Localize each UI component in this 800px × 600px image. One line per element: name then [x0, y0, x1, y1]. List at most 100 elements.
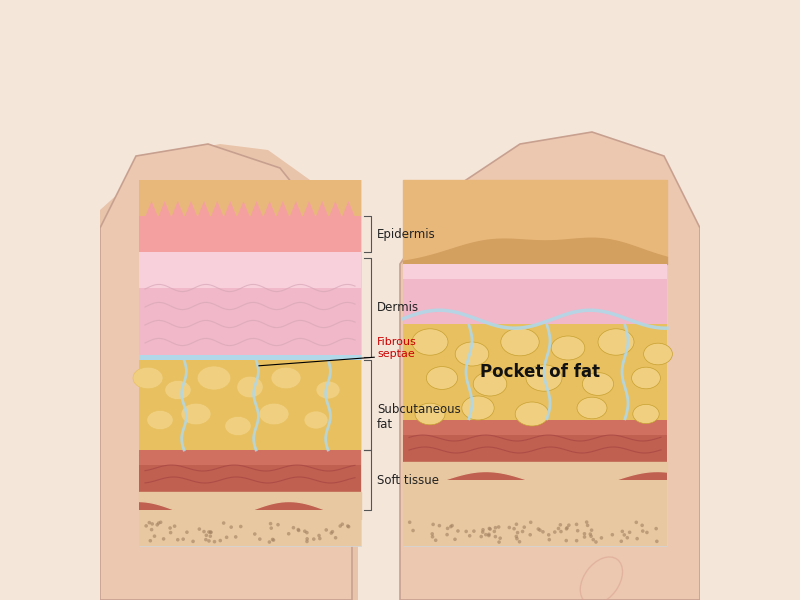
Text: Subcutaneous
fat: Subcutaneous fat — [378, 403, 461, 431]
Text: Dermis: Dermis — [378, 301, 419, 314]
Ellipse shape — [526, 365, 562, 391]
Circle shape — [268, 540, 271, 544]
Polygon shape — [400, 132, 700, 600]
Ellipse shape — [237, 376, 263, 398]
Circle shape — [153, 535, 156, 538]
Ellipse shape — [501, 328, 539, 356]
Circle shape — [538, 529, 542, 532]
Circle shape — [553, 530, 557, 534]
Circle shape — [516, 531, 519, 535]
Circle shape — [162, 537, 166, 541]
Circle shape — [582, 535, 586, 539]
Circle shape — [479, 535, 483, 538]
Circle shape — [225, 536, 229, 539]
Circle shape — [610, 533, 614, 536]
Circle shape — [306, 537, 309, 541]
Circle shape — [594, 540, 598, 544]
Circle shape — [557, 527, 560, 530]
Circle shape — [334, 536, 338, 539]
Polygon shape — [139, 252, 361, 288]
Circle shape — [347, 525, 350, 529]
Circle shape — [176, 538, 179, 542]
Circle shape — [487, 532, 490, 536]
Ellipse shape — [474, 372, 507, 396]
Ellipse shape — [197, 366, 231, 390]
Circle shape — [590, 529, 594, 532]
Circle shape — [149, 539, 152, 542]
Ellipse shape — [147, 410, 174, 430]
Circle shape — [325, 528, 328, 532]
Circle shape — [431, 523, 435, 526]
Ellipse shape — [316, 381, 340, 399]
Circle shape — [521, 530, 524, 533]
Circle shape — [582, 532, 586, 536]
Circle shape — [628, 530, 631, 534]
Polygon shape — [139, 355, 361, 360]
Ellipse shape — [271, 367, 301, 389]
Circle shape — [438, 524, 441, 527]
Ellipse shape — [415, 403, 445, 425]
Circle shape — [641, 529, 645, 533]
Circle shape — [566, 526, 569, 530]
Circle shape — [640, 524, 644, 527]
Polygon shape — [139, 180, 361, 216]
Circle shape — [230, 526, 233, 529]
Circle shape — [559, 530, 562, 533]
Circle shape — [547, 533, 550, 536]
Text: Epidermis: Epidermis — [378, 227, 436, 241]
Polygon shape — [100, 144, 358, 600]
Circle shape — [575, 539, 578, 542]
Circle shape — [159, 520, 162, 524]
Ellipse shape — [304, 411, 328, 429]
Ellipse shape — [412, 329, 448, 355]
Circle shape — [269, 522, 272, 526]
Circle shape — [446, 533, 449, 536]
Circle shape — [157, 521, 161, 525]
Circle shape — [514, 535, 518, 538]
Circle shape — [270, 526, 273, 530]
Ellipse shape — [455, 342, 489, 366]
Circle shape — [635, 537, 639, 541]
Circle shape — [213, 540, 216, 544]
Circle shape — [234, 535, 238, 539]
Circle shape — [341, 523, 344, 526]
Circle shape — [622, 533, 626, 537]
Circle shape — [185, 530, 189, 534]
Circle shape — [330, 530, 334, 533]
Ellipse shape — [598, 329, 634, 355]
Circle shape — [497, 525, 501, 529]
Ellipse shape — [462, 396, 494, 420]
Circle shape — [547, 538, 551, 541]
Circle shape — [494, 526, 498, 529]
Circle shape — [655, 539, 658, 543]
Ellipse shape — [225, 416, 251, 436]
Circle shape — [645, 530, 649, 534]
Polygon shape — [139, 510, 361, 546]
Circle shape — [303, 529, 306, 533]
Circle shape — [207, 539, 210, 543]
Circle shape — [305, 531, 309, 535]
Ellipse shape — [426, 367, 458, 389]
Ellipse shape — [165, 380, 191, 400]
Polygon shape — [139, 360, 361, 450]
Polygon shape — [403, 264, 667, 279]
Polygon shape — [403, 324, 667, 420]
Circle shape — [346, 524, 350, 528]
Circle shape — [222, 521, 226, 525]
Circle shape — [621, 530, 624, 533]
Circle shape — [493, 530, 496, 533]
Circle shape — [198, 527, 201, 531]
Circle shape — [634, 521, 638, 524]
Circle shape — [488, 527, 492, 531]
Circle shape — [150, 528, 154, 532]
Circle shape — [456, 529, 460, 533]
Circle shape — [312, 537, 315, 541]
Circle shape — [258, 538, 262, 541]
Circle shape — [210, 530, 213, 534]
Circle shape — [204, 538, 208, 541]
Circle shape — [626, 536, 629, 539]
Circle shape — [600, 536, 603, 539]
Circle shape — [287, 532, 290, 536]
Circle shape — [305, 539, 309, 543]
Circle shape — [297, 529, 301, 532]
